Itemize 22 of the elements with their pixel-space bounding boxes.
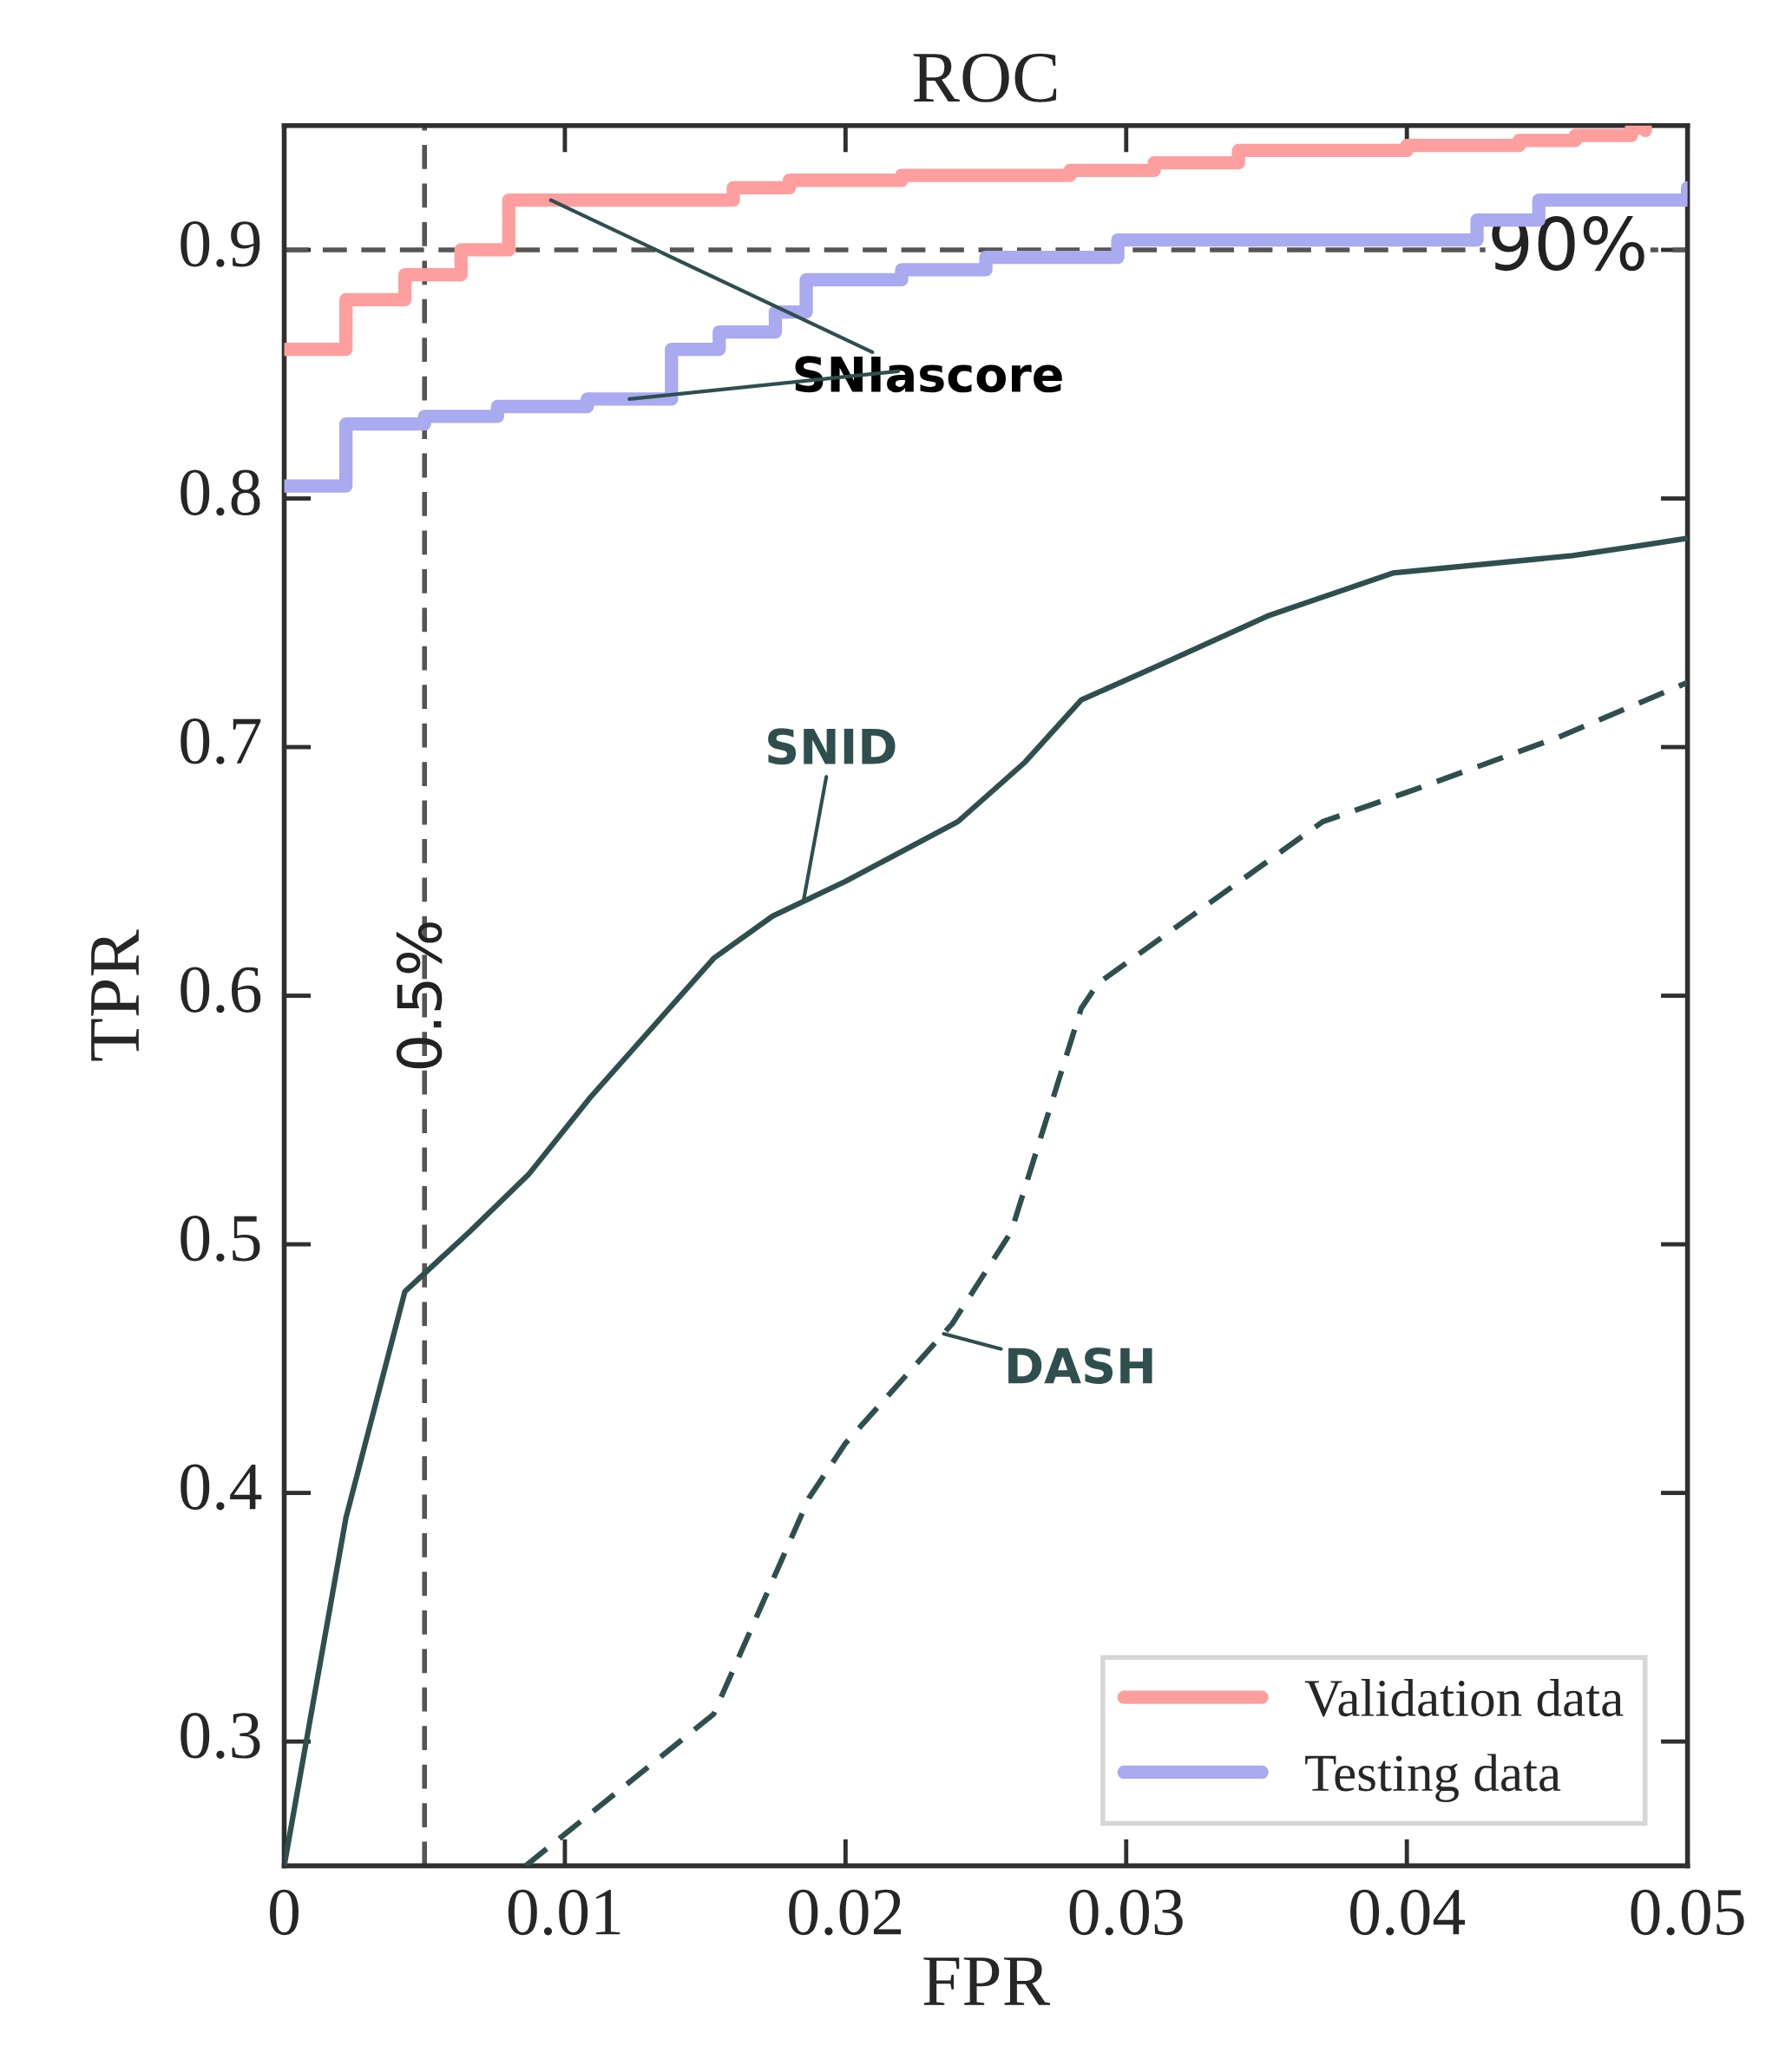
annotation: SNIascore <box>795 356 1062 393</box>
y-tick-label: 0.5 <box>181 1216 260 1262</box>
y-tick-label: 0.4 <box>181 1464 262 1511</box>
x-tick-label: 0.01 <box>508 1889 620 1936</box>
ref-line-label: 0.5% <box>396 922 443 1069</box>
annotation: DASH <box>1008 1347 1152 1385</box>
y-tick-label: 0.7 <box>181 718 261 764</box>
y-axis-title: TPR <box>91 929 139 1061</box>
chart-title: ROC <box>913 53 1057 102</box>
x-tick-label: 0.04 <box>1350 1889 1466 1936</box>
x-tick-label: 0.02 <box>789 1889 902 1936</box>
legend-label: Testing data <box>1305 1754 1561 1803</box>
x-axis-title: FPR <box>923 1957 1051 2005</box>
x-tick-label: 0.03 <box>1069 1889 1183 1936</box>
legend-label: Validation data <box>1304 1679 1624 1717</box>
annotation: SNID <box>768 728 896 765</box>
y-tick-label: 0.6 <box>181 967 261 1013</box>
x-tick-label: 0 <box>270 1889 299 1936</box>
y-tick-label: 0.8 <box>181 469 260 516</box>
y-tick-label: 0.9 <box>181 220 260 267</box>
x-tick-label: 0.05 <box>1631 1889 1744 1936</box>
y-tick-label: 0.3 <box>181 1713 260 1759</box>
